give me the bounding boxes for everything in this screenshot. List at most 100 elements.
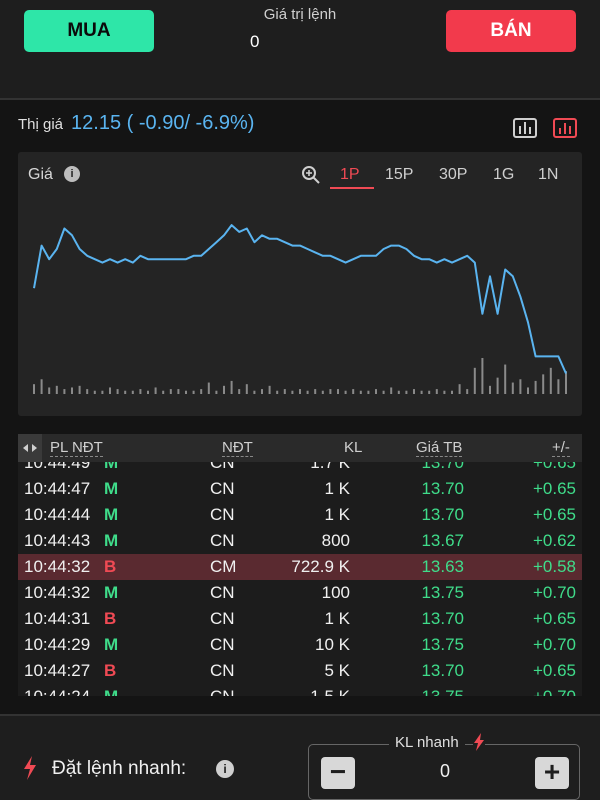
volume-bar xyxy=(443,390,446,394)
trade-price: 13.75 xyxy=(421,687,464,696)
timeframe-15p[interactable]: 15P xyxy=(385,166,414,183)
increase-qty-button[interactable]: + xyxy=(535,757,569,789)
trade-investor-type: CN xyxy=(210,609,235,628)
trade-change: +0.65 xyxy=(532,609,576,628)
trade-change: +0.58 xyxy=(532,557,576,576)
price-value: 12.15 ( -0.90/ -6.9%) xyxy=(71,112,255,134)
table-row[interactable]: 10:44:27 B CN 5 K 13.70 +0.65 xyxy=(18,658,582,684)
volume-bar xyxy=(192,390,195,394)
trade-volume: 1.5 K xyxy=(310,687,350,696)
trade-price: 13.70 xyxy=(421,479,464,498)
header-price[interactable]: Giá TB xyxy=(416,439,463,457)
trade-price: 13.75 xyxy=(421,583,464,602)
volume-bar xyxy=(367,390,370,394)
table-row[interactable]: 10:44:47 M CN 1 K 13.70 +0.65 xyxy=(18,476,582,502)
volume-bar xyxy=(116,389,119,394)
lightning-icon xyxy=(24,756,36,780)
trades-rows[interactable]: 10:44:49 M CN 1.7 K 13.70 +0.65 10:44:47 M CN 1 K… xyxy=(18,450,582,696)
header-change[interactable]: +/- xyxy=(552,439,570,457)
volume-bar xyxy=(169,389,172,394)
volume-bar xyxy=(458,384,461,394)
info-icon[interactable]: i xyxy=(216,760,234,778)
volume-bar xyxy=(55,385,58,394)
volume-bar xyxy=(557,379,560,394)
volume-bar xyxy=(177,389,180,394)
volume-bar xyxy=(397,390,400,394)
volume-bar xyxy=(489,385,491,394)
line-chart-toggle-icon[interactable] xyxy=(513,118,537,138)
trade-side: M xyxy=(104,505,119,524)
volume-bar xyxy=(291,390,294,394)
volume-bar xyxy=(504,364,507,394)
table-row[interactable]: 10:44:32 B CM 722.9 K 13.63 +0.58 xyxy=(18,554,582,580)
volume-bar xyxy=(261,389,263,394)
volume-bar xyxy=(63,389,66,394)
trade-investor-type: CN xyxy=(210,583,235,602)
horizontal-scroll-icon[interactable] xyxy=(18,434,42,462)
volume-bar xyxy=(375,389,377,394)
timeframe-1n[interactable]: 1N xyxy=(538,166,559,183)
price-row: Thị giá 12.15 ( -0.90/ -6.9%) xyxy=(18,112,254,135)
decrease-qty-button[interactable]: − xyxy=(321,757,355,789)
volume-bar xyxy=(93,390,96,394)
active-timeframe-indicator xyxy=(330,187,374,189)
trade-time: 10:44:27 xyxy=(24,661,91,680)
header-ndt[interactable]: NĐT xyxy=(222,439,253,457)
trade-price: 13.67 xyxy=(421,531,464,550)
volume-bar xyxy=(481,358,484,394)
header-kl[interactable]: KL xyxy=(344,439,363,456)
price-chart-panel: Giá i 1P 15P 30P 1G 1N xyxy=(18,152,582,416)
volume-bar xyxy=(344,390,347,394)
volume-bar xyxy=(420,390,423,394)
volume-bar xyxy=(473,367,476,394)
price-label: Thị giá xyxy=(18,116,64,133)
zoom-icon[interactable] xyxy=(300,164,322,186)
volume-bar xyxy=(101,390,104,394)
header-pl-ndt[interactable]: PL NĐT xyxy=(50,439,103,457)
table-row[interactable]: 10:44:43 M CN 800 13.67 +0.62 xyxy=(18,528,582,554)
trade-time: 10:44:32 xyxy=(24,557,91,576)
quick-qty-value[interactable]: 0 xyxy=(439,761,450,781)
table-row[interactable]: 10:44:32 M CN 100 13.75 +0.70 xyxy=(18,580,582,606)
volume-bar xyxy=(147,390,149,394)
volume-bar xyxy=(405,390,408,394)
trade-side: M xyxy=(104,583,119,602)
table-row[interactable]: 10:44:24 M CN 1.5 K 13.75 +0.70 xyxy=(18,684,582,696)
volume-bar xyxy=(238,389,241,394)
trade-side: B xyxy=(104,661,117,680)
trade-change: +0.65 xyxy=(532,505,576,524)
trade-volume: 5 K xyxy=(324,661,350,680)
price-line xyxy=(33,224,567,374)
volume-bar xyxy=(496,377,499,394)
volume-bar xyxy=(511,382,514,394)
volume-bar xyxy=(542,374,545,394)
table-row[interactable]: 10:44:44 M CN 1 K 13.70 +0.65 xyxy=(18,502,582,528)
volume-bar xyxy=(359,390,362,394)
info-icon[interactable]: i xyxy=(64,166,80,182)
sell-button[interactable]: BÁN xyxy=(446,10,576,52)
trade-volume: 722.9 K xyxy=(291,557,350,576)
trade-price: 13.63 xyxy=(421,557,464,576)
volume-bar xyxy=(48,387,51,394)
trade-change: +0.65 xyxy=(532,661,576,680)
trade-volume: 800 xyxy=(321,531,350,550)
quick-order-bar: Đặt lệnh nhanh: i KL nhanh − 0 + xyxy=(0,716,600,800)
volume-bar xyxy=(451,390,453,394)
volume-bar xyxy=(390,387,393,394)
volume-bar xyxy=(352,389,355,394)
timeframe-30p[interactable]: 30P xyxy=(439,166,468,183)
table-row[interactable]: 10:44:31 B CN 1 K 13.70 +0.65 xyxy=(18,606,582,632)
timeframe-1p[interactable]: 1P xyxy=(340,166,360,183)
bar-chart-toggle-icon[interactable] xyxy=(553,118,577,138)
trade-investor-type: CN xyxy=(210,635,235,654)
trade-time: 10:44:31 xyxy=(24,609,91,628)
volume-bar xyxy=(268,385,271,394)
table-row[interactable]: 10:44:29 M CN 10 K 13.75 +0.70 xyxy=(18,632,582,658)
timeframe-1g[interactable]: 1G xyxy=(493,166,515,183)
order-bar: MUA Giá trị lệnh 0 BÁN xyxy=(0,0,600,98)
chart-label: Giá xyxy=(28,166,53,183)
buy-button[interactable]: MUA xyxy=(24,10,154,52)
volume-bar xyxy=(382,390,385,394)
volume-bar xyxy=(230,380,233,394)
trade-investor-type: CN xyxy=(210,687,235,696)
